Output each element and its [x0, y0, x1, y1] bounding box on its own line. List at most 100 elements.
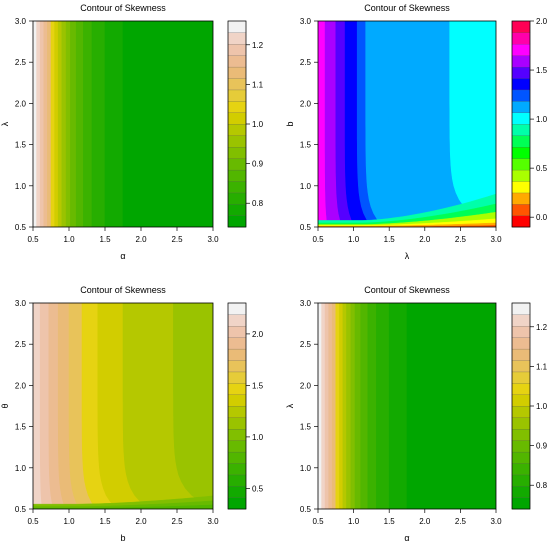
- color-key-swatch: [511, 123, 531, 136]
- color-key-swatch: [227, 360, 247, 373]
- contour-band: [339, 303, 344, 509]
- x-tick-label: 2.0: [419, 235, 431, 244]
- color-key-swatch: [227, 325, 247, 338]
- color-key-swatch: [511, 474, 531, 487]
- x-tick-label: 1.5: [99, 517, 111, 526]
- color-key-swatch: [511, 440, 531, 453]
- y-tick-label: 2.0: [300, 381, 312, 390]
- color-key-swatch: [511, 66, 531, 79]
- color-key-swatch: [511, 169, 531, 182]
- chart-title: Contour of Skewness: [80, 3, 166, 13]
- color-key-swatch: [227, 371, 247, 384]
- plot-frame: [32, 302, 214, 510]
- contour-band: [33, 504, 213, 509]
- color-key-swatch: [511, 215, 531, 228]
- x-tick-label: 1.5: [384, 517, 396, 526]
- color-key-swatch: [227, 135, 247, 148]
- color-key-swatch: [511, 32, 531, 45]
- color-key-swatch: [511, 181, 531, 194]
- y-tick-label: 0.5: [15, 505, 27, 514]
- color-key-swatch: [227, 55, 247, 68]
- x-tick-label: 2.5: [455, 235, 467, 244]
- x-axis-label: λ: [405, 251, 410, 261]
- color-key-swatch: [227, 440, 247, 453]
- color-key-swatch: [511, 112, 531, 125]
- y-tick-label: 2.5: [15, 340, 27, 349]
- y-axis-label: b: [285, 121, 295, 126]
- color-key-label: 2.0: [536, 17, 548, 26]
- color-key-swatch: [511, 382, 531, 395]
- y-tick-label: 3.0: [300, 299, 312, 308]
- color-key-swatch: [511, 348, 531, 361]
- color-key-label: 0.5: [536, 164, 548, 173]
- color-key-label: 1.1: [252, 80, 264, 89]
- color-key-swatch: [227, 158, 247, 171]
- contour-band: [173, 303, 213, 509]
- contour-band: [350, 303, 356, 509]
- y-tick-label: 0.5: [300, 223, 312, 232]
- color-key-label: 1.1: [536, 362, 548, 371]
- color-key-label: 1.0: [252, 433, 264, 442]
- x-tick-label: 1.0: [348, 235, 360, 244]
- color-key-swatch: [511, 337, 531, 350]
- color-key-label: 1.5: [536, 66, 548, 75]
- contour-band: [324, 303, 330, 509]
- panel-4: 0.5 1.0 1.5 2.0 2.5 3.0 0.5 1.0 1.5 2.0 2.5 3.0 Cont…: [285, 285, 548, 542]
- x-tick-label: 2.5: [455, 517, 467, 526]
- color-key-swatch: [227, 66, 247, 79]
- color-key-swatch: [227, 32, 247, 45]
- color-key-swatch: [227, 337, 247, 350]
- color-key-swatch: [511, 497, 531, 510]
- contour-band: [47, 21, 52, 227]
- x-axis-label: α: [120, 251, 125, 261]
- color-key: 0.0 0.5 1.0 1.5 2.0: [511, 17, 548, 228]
- contour-band: [342, 303, 347, 509]
- color-key-swatch: [511, 78, 531, 91]
- color-key-swatch: [227, 302, 247, 315]
- x-tick-label: 2.5: [171, 517, 183, 526]
- y-tick-label: 2.5: [15, 58, 27, 67]
- color-key-swatch: [511, 371, 531, 384]
- y-tick-label: 1.5: [300, 423, 312, 432]
- color-key-label: 0.0: [536, 213, 548, 222]
- contour-band: [406, 303, 429, 509]
- y-tick-label: 1.0: [300, 182, 312, 191]
- contour-region: [33, 303, 213, 509]
- color-key-swatch: [227, 43, 247, 56]
- color-key-swatch: [511, 203, 531, 216]
- contour-band: [331, 303, 337, 509]
- color-key-frame: [227, 302, 247, 510]
- x-tick-label: 0.5: [27, 517, 39, 526]
- color-key-swatch: [511, 451, 531, 464]
- color-key: 0.8 0.9 1.0 1.1 1.2: [511, 302, 548, 510]
- plot-frame: [317, 302, 497, 510]
- contour-band: [43, 21, 48, 227]
- contour-band: [36, 21, 41, 227]
- contour-band: [75, 21, 84, 227]
- contour-band: [173, 21, 213, 227]
- contour-band: [33, 21, 37, 227]
- y-tick-label: 1.5: [15, 141, 27, 150]
- contour-band: [360, 303, 369, 509]
- color-key-label: 1.0: [536, 402, 548, 411]
- color-key-label: 2.0: [252, 330, 264, 339]
- color-key-swatch: [227, 382, 247, 395]
- color-key-swatch: [227, 474, 247, 487]
- contour-band: [39, 21, 45, 227]
- color-key-swatch: [227, 428, 247, 441]
- color-key-label: 0.9: [252, 160, 264, 169]
- color-key-swatch: [227, 463, 247, 476]
- color-key-swatch: [227, 405, 247, 418]
- x-tick-label: 3.0: [490, 235, 502, 244]
- contour-band: [428, 303, 458, 509]
- y-axis-label: θ: [0, 403, 10, 408]
- x-axis-label: b: [120, 533, 125, 542]
- color-key-swatch: [511, 20, 531, 33]
- color-key-swatch: [227, 100, 247, 113]
- y-tick-label: 1.0: [15, 182, 27, 191]
- color-key-swatch: [227, 394, 247, 407]
- color-key-swatch: [511, 135, 531, 148]
- contour-band: [335, 303, 340, 509]
- color-key-swatch: [511, 394, 531, 407]
- color-key: 0.5 1.0 1.5 2.0: [227, 302, 264, 510]
